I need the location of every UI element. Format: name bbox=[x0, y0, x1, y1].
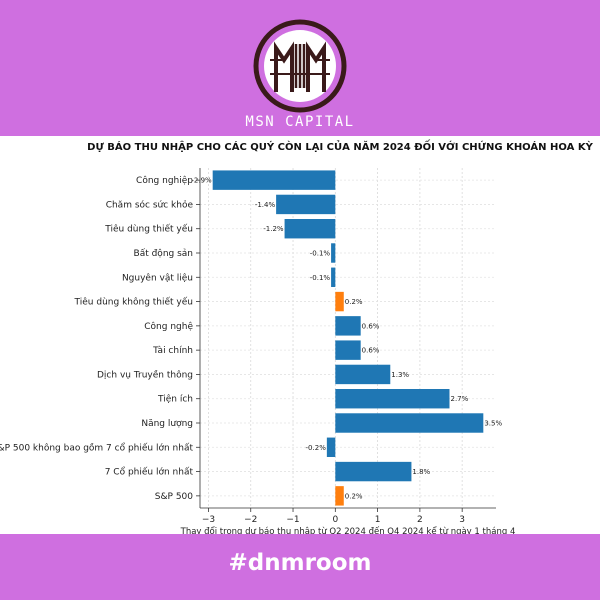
data-label: -0.2% bbox=[306, 444, 327, 452]
bar bbox=[335, 461, 412, 482]
data-label: 3.5% bbox=[484, 420, 502, 428]
x-tick-label: −3 bbox=[202, 515, 215, 525]
brand-name: MSN CAPITAL bbox=[245, 114, 355, 130]
category-label: 7 Cổ phiếu lớn nhất bbox=[105, 467, 194, 478]
category-label: Công nghiệp bbox=[136, 175, 193, 186]
category-label: Tiện ích bbox=[157, 394, 193, 405]
bar bbox=[335, 389, 450, 409]
data-label: -0.1% bbox=[310, 274, 331, 282]
category-label: Nguyên vật liệu bbox=[122, 272, 193, 283]
msn-logo-icon bbox=[253, 19, 347, 113]
category-label: Tài chính bbox=[152, 346, 193, 356]
category-label: Dịch vụ Truyền thông bbox=[97, 369, 193, 380]
bar bbox=[335, 291, 344, 312]
header-banner: MSN CAPITAL bbox=[0, 0, 600, 136]
data-label: 0.2% bbox=[345, 492, 363, 500]
data-label: -2.9% bbox=[191, 177, 212, 185]
data-label: 0.6% bbox=[362, 347, 380, 355]
category-label: Tiêu dùng thiết yếu bbox=[104, 224, 193, 235]
bar bbox=[335, 364, 391, 385]
bar bbox=[331, 267, 336, 287]
data-label: 1.3% bbox=[391, 371, 409, 379]
data-label: 1.8% bbox=[412, 468, 430, 476]
bar bbox=[276, 194, 336, 215]
earnings-forecast-chart: DỰ BÁO THU NHẬP CHO CÁC QUÝ CÒN LẠI CỦA … bbox=[0, 138, 594, 534]
footer-banner bbox=[0, 534, 600, 600]
category-label: Công nghệ bbox=[144, 321, 193, 332]
data-label: 0.6% bbox=[362, 322, 380, 330]
bar bbox=[284, 219, 336, 239]
x-tick-label: 2 bbox=[417, 515, 423, 525]
data-label: -1.4% bbox=[255, 201, 276, 209]
category-label: S&P 500 bbox=[155, 492, 193, 502]
bar bbox=[335, 486, 344, 506]
x-axis-title: Thay đổi trong dự báo thu nhập từ Q2 202… bbox=[180, 526, 516, 534]
bar bbox=[335, 340, 361, 360]
category-label: Tiêu dùng không thiết yếu bbox=[74, 297, 193, 308]
bar bbox=[326, 437, 336, 457]
category-label: Năng lượng bbox=[141, 419, 193, 429]
data-label: 0.2% bbox=[345, 298, 363, 306]
category-label: S&P 500 không bao gồm 7 cổ phiếu lớn nhấ… bbox=[0, 442, 193, 453]
x-tick-label: 0 bbox=[332, 515, 338, 525]
data-label: -1.2% bbox=[263, 225, 284, 233]
data-label: 2.7% bbox=[450, 395, 468, 403]
bar bbox=[212, 170, 336, 190]
category-label: Chăm sóc sức khỏe bbox=[106, 199, 194, 210]
logo-emblem bbox=[253, 19, 347, 113]
bar bbox=[335, 316, 361, 336]
x-tick-label: −1 bbox=[286, 515, 299, 525]
x-tick-label: 3 bbox=[459, 515, 465, 525]
category-label: Bất động sản bbox=[134, 248, 193, 259]
data-label: -0.1% bbox=[310, 250, 331, 258]
chart-title: DỰ BÁO THU NHẬP CHO CÁC QUÝ CÒN LẠI CỦA … bbox=[87, 138, 593, 153]
x-tick-label: 1 bbox=[375, 515, 381, 525]
hashtag-text: #dnmroom bbox=[228, 550, 372, 576]
x-tick-label: −2 bbox=[244, 515, 257, 525]
bar bbox=[335, 413, 484, 433]
bar bbox=[331, 243, 336, 263]
